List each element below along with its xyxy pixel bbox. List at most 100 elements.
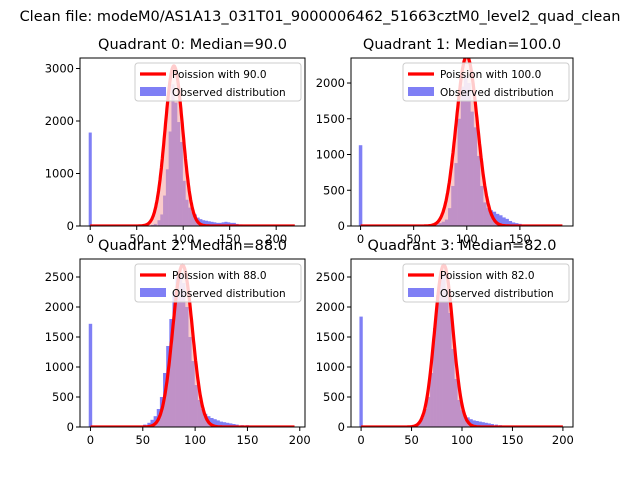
- x-tick-label: 150: [501, 433, 523, 447]
- x-tick-label: 100: [456, 232, 478, 246]
- histogram-bar: [478, 421, 482, 427]
- y-tick-label: 1000: [316, 148, 345, 162]
- histogram-bar: [227, 222, 231, 226]
- histogram-bar-zero: [359, 316, 363, 427]
- x-tick-label: 0: [357, 232, 364, 246]
- y-tick-label: 2000: [45, 300, 74, 314]
- legend-bar-swatch: [408, 87, 434, 96]
- histogram-bar: [150, 419, 154, 427]
- poisson-band: [360, 58, 563, 226]
- legend-box: [402, 62, 570, 102]
- histogram-bar: [210, 418, 214, 427]
- y-tick-label: 1000: [45, 167, 74, 181]
- histogram-bar: [487, 423, 491, 427]
- histogram-bar: [202, 220, 206, 226]
- panel-title: Quadrant 1: Median=100.0: [363, 37, 561, 53]
- legend-entry-poisson: Poission with 90.0: [172, 69, 267, 81]
- y-tick-label: 0: [338, 219, 345, 233]
- x-tick-label: 50: [129, 232, 144, 246]
- plot-area: [359, 263, 565, 427]
- histogram-bar: [495, 213, 500, 226]
- poisson-curve-line: [89, 64, 296, 226]
- y-tick-label: 500: [52, 390, 74, 404]
- x-tick-label: 0: [87, 433, 94, 447]
- quadrant-panel-2: 0 50 100 150 20005001000150020002500Quadrant…: [45, 238, 311, 447]
- y-tick-label: 0: [338, 420, 345, 434]
- histogram-bar: [216, 420, 220, 427]
- y-tick-label: 2000: [316, 76, 345, 90]
- histogram-bar: [222, 422, 227, 427]
- x-tick-label: 150: [236, 433, 258, 447]
- legend-entry-poisson: Poission with 82.0: [440, 270, 535, 282]
- x-tick-label: 50: [406, 232, 421, 246]
- panel-title: Quadrant 0: Median=90.0: [98, 37, 287, 53]
- y-tick-label: 2500: [316, 270, 345, 284]
- histogram-bar: [502, 217, 506, 226]
- y-tick-label: 1000: [316, 360, 345, 374]
- legend-box: [134, 62, 302, 102]
- poisson-curve-line: [89, 263, 296, 427]
- x-tick-label: 200: [265, 232, 287, 246]
- histogram-bar: [511, 222, 516, 226]
- histogram-bar: [219, 421, 224, 427]
- plot-area: [88, 64, 296, 226]
- legend-entry-poisson: Poission with 100.0: [440, 69, 541, 81]
- histogram-bar: [210, 221, 214, 226]
- histogram-bar: [475, 421, 479, 427]
- y-tick-label: 1000: [45, 360, 74, 374]
- axes-frame: [79, 258, 306, 428]
- legend-entry-poisson: Poission with 88.0: [172, 270, 267, 282]
- x-tick-label: 150: [509, 232, 531, 246]
- x-tick-label: 100: [184, 433, 206, 447]
- x-tick-label: 100: [451, 433, 473, 447]
- legend-bar-swatch: [140, 288, 166, 297]
- y-tick-label: 2000: [45, 114, 74, 128]
- plot-area: [88, 263, 296, 427]
- histogram-bar-zero: [358, 145, 363, 226]
- x-tick-label: 200: [552, 433, 574, 447]
- y-tick-label: 1500: [316, 112, 345, 126]
- histogram-bar-zero: [88, 132, 92, 226]
- poisson-curve-line: [360, 263, 565, 427]
- y-tick-label: 0: [67, 219, 74, 233]
- y-tick-label: 0: [67, 420, 74, 434]
- legend-bar-swatch: [140, 87, 166, 96]
- histogram-bar: [484, 422, 488, 427]
- histogram-bar: [469, 419, 473, 427]
- x-tick-label: 50: [135, 433, 150, 447]
- x-tick-label: 50: [404, 433, 419, 447]
- quadrant-panel-3: 0 50 100 150 20005001000150020002500Quadrant…: [316, 238, 574, 447]
- y-tick-label: 2500: [45, 270, 74, 284]
- histogram-bar: [505, 218, 509, 226]
- histogram-bar: [228, 423, 233, 427]
- axes-frame: [350, 57, 574, 227]
- legend-entry-observed: Observed distribution: [440, 87, 554, 99]
- histogram-bar: [225, 422, 230, 427]
- x-tick-label: 150: [219, 232, 241, 246]
- x-tick-label: 0: [357, 433, 364, 447]
- y-tick-label: 2000: [316, 300, 345, 314]
- legend-entry-observed: Observed distribution: [172, 288, 286, 300]
- axes-frame: [79, 57, 306, 227]
- x-tick-label: 100: [172, 232, 194, 246]
- legend-entry-observed: Observed distribution: [440, 288, 554, 300]
- y-tick-label: 1500: [316, 330, 345, 344]
- histogram-bar: [213, 222, 217, 226]
- legend-bar-swatch: [408, 288, 434, 297]
- histogram-bar: [207, 221, 211, 226]
- legend-box: [134, 263, 302, 303]
- poisson-band: [90, 265, 295, 427]
- y-tick-label: 3000: [45, 62, 74, 76]
- histogram-bar: [204, 220, 208, 226]
- histogram-bar: [472, 420, 476, 427]
- x-tick-label: 200: [289, 433, 311, 447]
- histogram-bar: [199, 219, 203, 226]
- histogram-bar-zero: [88, 323, 93, 427]
- panel-title: Quadrant 2: Median=88.0: [98, 238, 287, 254]
- y-tick-label: 500: [323, 390, 345, 404]
- histogram-bar: [224, 221, 228, 226]
- histogram-bar: [499, 215, 503, 226]
